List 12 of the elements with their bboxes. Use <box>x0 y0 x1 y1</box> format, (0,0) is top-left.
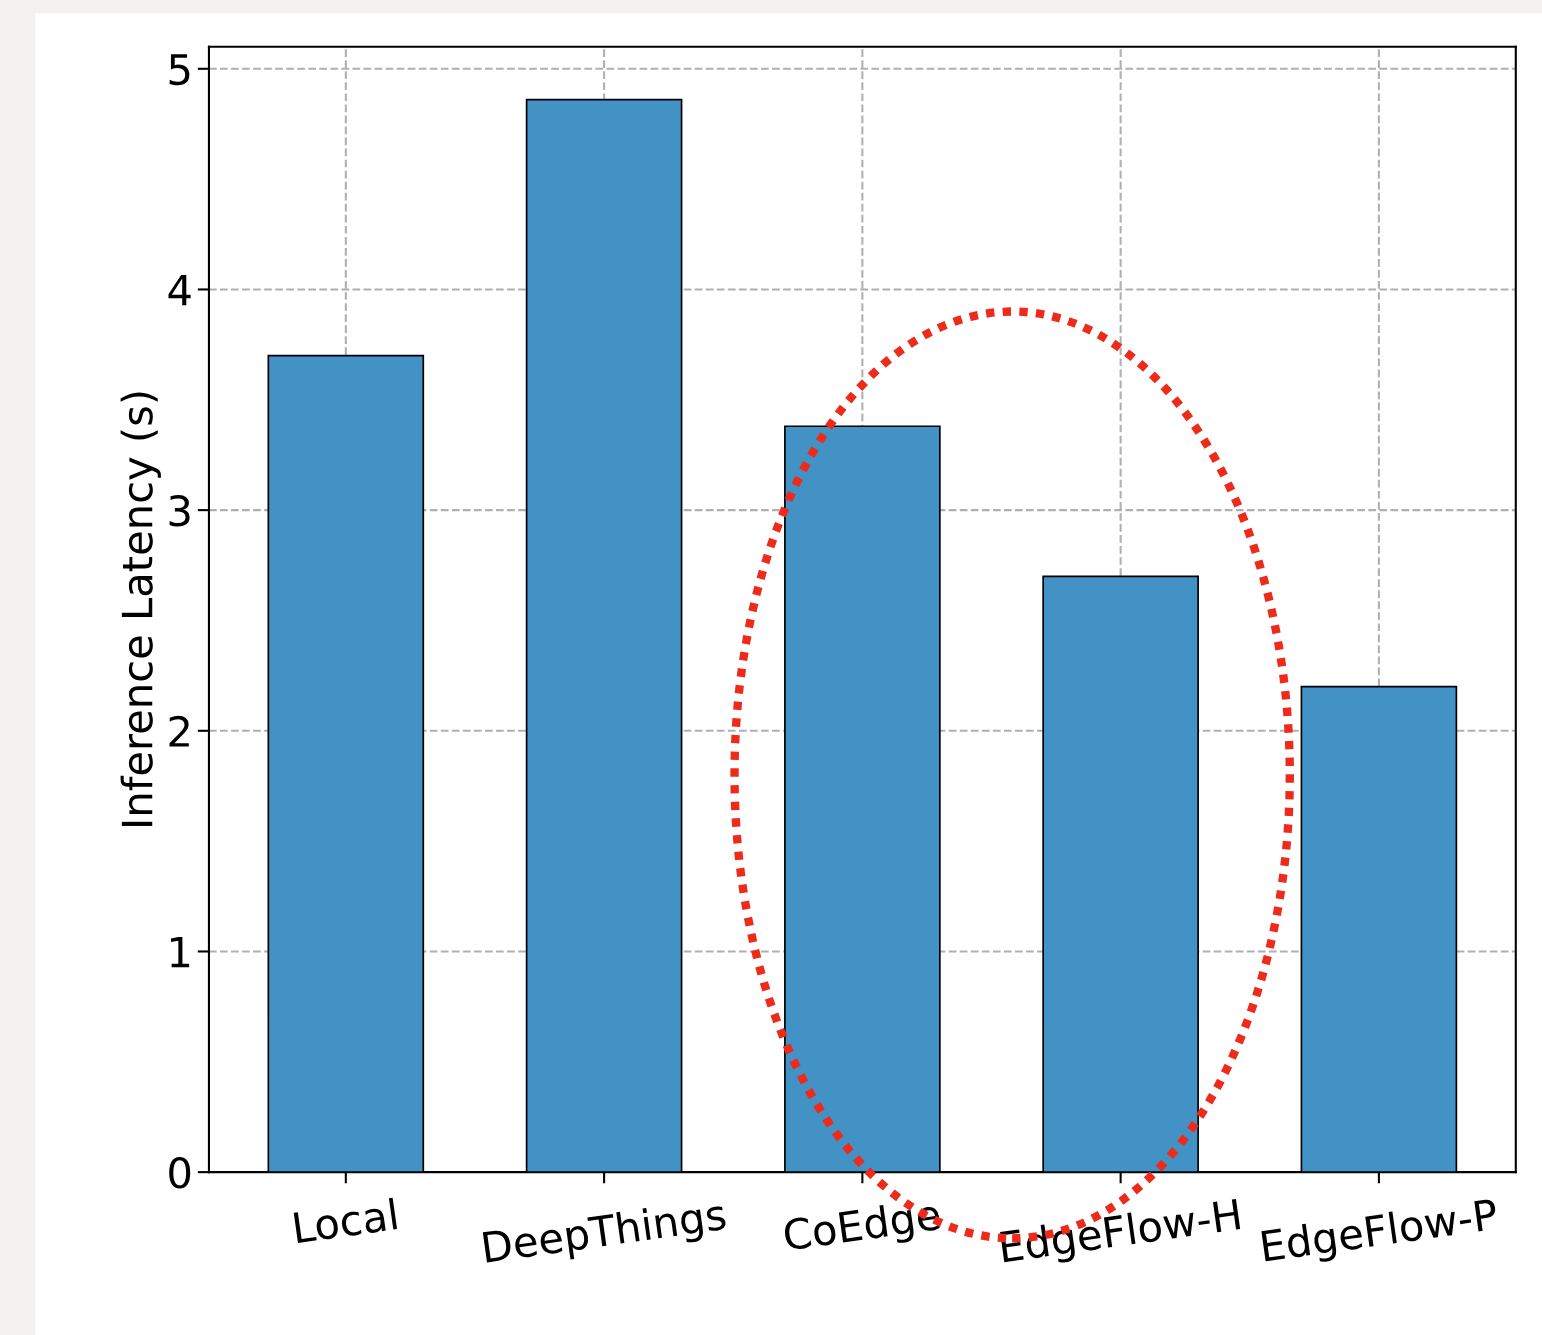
x-tick-label: CoEdge <box>782 1197 942 1259</box>
x-tick-label: DeepThings <box>482 1197 728 1271</box>
y-tick-label: 3 <box>169 495 190 527</box>
y-tick-label: 0 <box>169 1157 191 1189</box>
x-tick-label: EdgeFlow-P <box>1261 1197 1500 1270</box>
y-tick-label: 1 <box>171 936 190 968</box>
y-tick-label: 2 <box>169 715 189 747</box>
y-tick-label: 5 <box>169 54 190 86</box>
y-tick-label: 4 <box>168 274 191 306</box>
x-tick-label: Local <box>293 1197 398 1244</box>
y-axis-title: Inference Latency (s) <box>120 392 161 826</box>
x-tick-label: EdgeFlow-H <box>999 1197 1242 1271</box>
